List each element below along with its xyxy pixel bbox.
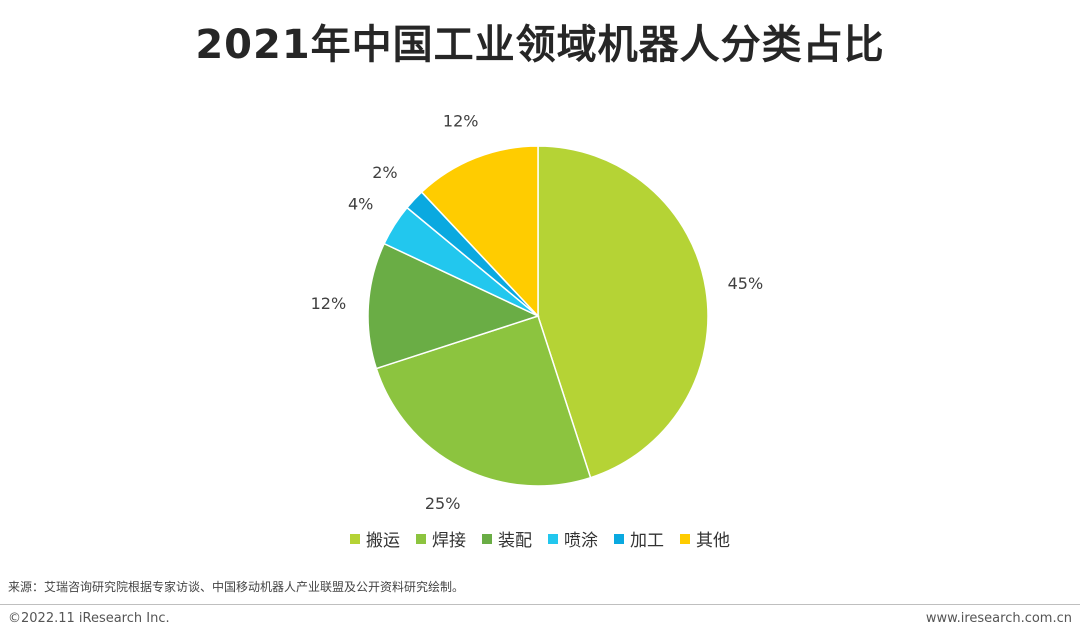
slice-label-5: 12% <box>443 112 479 131</box>
legend-item-1: 焊接 <box>416 526 466 551</box>
legend-item-3: 喷涂 <box>548 526 598 551</box>
legend-item-5: 其他 <box>680 526 730 551</box>
chart-legend: 搬运 焊接 装配 喷涂 加工 其他 <box>0 526 1080 551</box>
slice-label-3: 4% <box>348 194 373 213</box>
legend-label-5: 其他 <box>696 531 730 551</box>
legend-item-4: 加工 <box>614 526 664 551</box>
legend-swatch-5 <box>680 533 690 544</box>
copyright-text: ©2022.11 iResearch Inc. <box>8 611 170 626</box>
source-note: 来源：艾瑞咨询研究院根据专家访谈、中国移动机器人产业联盟及公开资料研究绘制。 <box>8 580 465 594</box>
pie-slice-1 <box>375 315 592 487</box>
chart-title: 2021年中国工业领域机器人分类占比 <box>195 22 885 68</box>
legend-label-2: 装配 <box>498 531 532 551</box>
pie-slice-5 <box>420 145 539 318</box>
website-text: www.iresearch.com.cn <box>925 611 1072 626</box>
legend-item-2: 装配 <box>482 526 532 551</box>
legend-swatch-2 <box>482 533 492 544</box>
legend-item-0: 搬运 <box>350 526 400 551</box>
footer-divider <box>0 604 1080 605</box>
legend-swatch-0 <box>350 533 360 544</box>
slice-label-2: 12% <box>311 294 347 313</box>
legend-swatch-1 <box>416 533 426 544</box>
legend-label-4: 加工 <box>630 531 664 551</box>
legend-label-0: 搬运 <box>366 531 400 551</box>
pie-slice-0 <box>537 145 709 479</box>
legend-label-1: 焊接 <box>432 531 466 551</box>
pie-slice-2 <box>367 242 541 370</box>
slice-label-0: 45% <box>728 274 764 293</box>
slice-label-4: 2% <box>372 163 397 182</box>
slice-label-1: 25% <box>425 494 461 513</box>
legend-swatch-4 <box>614 533 624 544</box>
legend-swatch-3 <box>548 533 558 544</box>
legend-label-3: 喷涂 <box>564 531 598 551</box>
